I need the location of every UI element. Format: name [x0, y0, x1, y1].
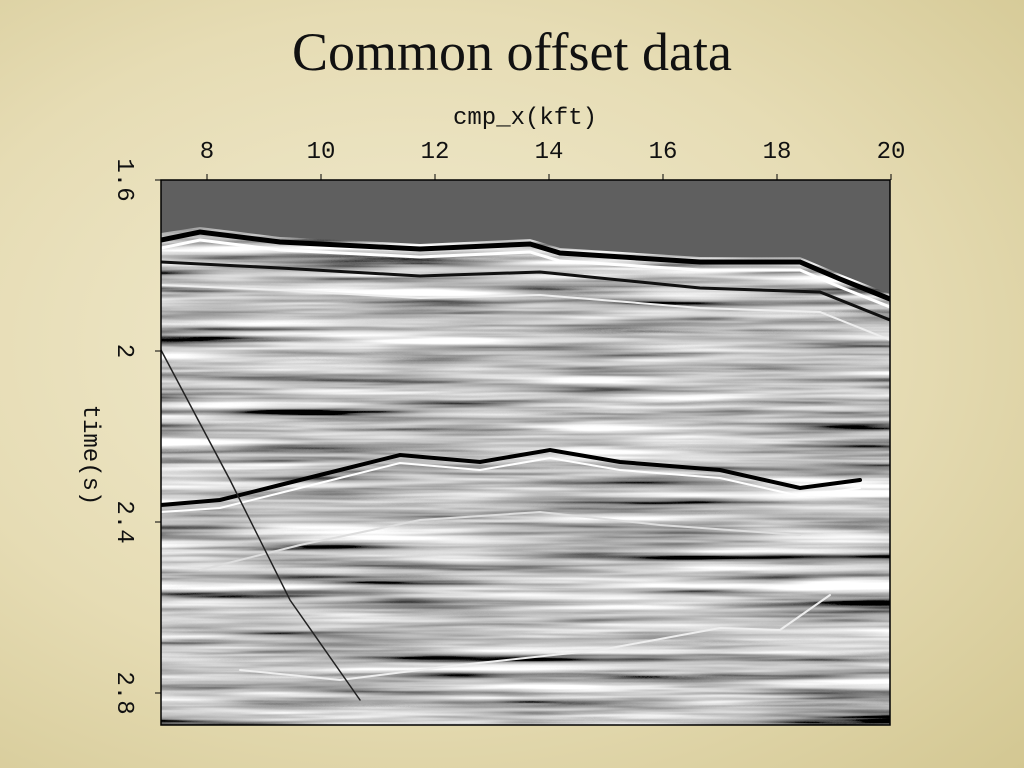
x-axis-label: cmp_x(kft) [453, 105, 597, 132]
x-tick-label: 16 [649, 139, 678, 166]
x-tick-label: 8 [200, 139, 214, 166]
x-tick-label: 10 [307, 139, 336, 166]
x-tick-label: 20 [877, 139, 906, 166]
y-tick-label: 2 [110, 344, 137, 358]
seismic-image [160, 179, 891, 726]
x-tick-label: 18 [763, 139, 792, 166]
y-tick-label: 1.6 [110, 158, 137, 201]
y-tick-label: 2.4 [110, 500, 137, 543]
slide-title: Common offset data [292, 22, 732, 82]
x-tick-label: 12 [421, 139, 450, 166]
x-tick-label: 14 [535, 139, 564, 166]
y-axis-label: time(s) [76, 405, 103, 506]
y-tick-label: 2.8 [110, 671, 137, 714]
